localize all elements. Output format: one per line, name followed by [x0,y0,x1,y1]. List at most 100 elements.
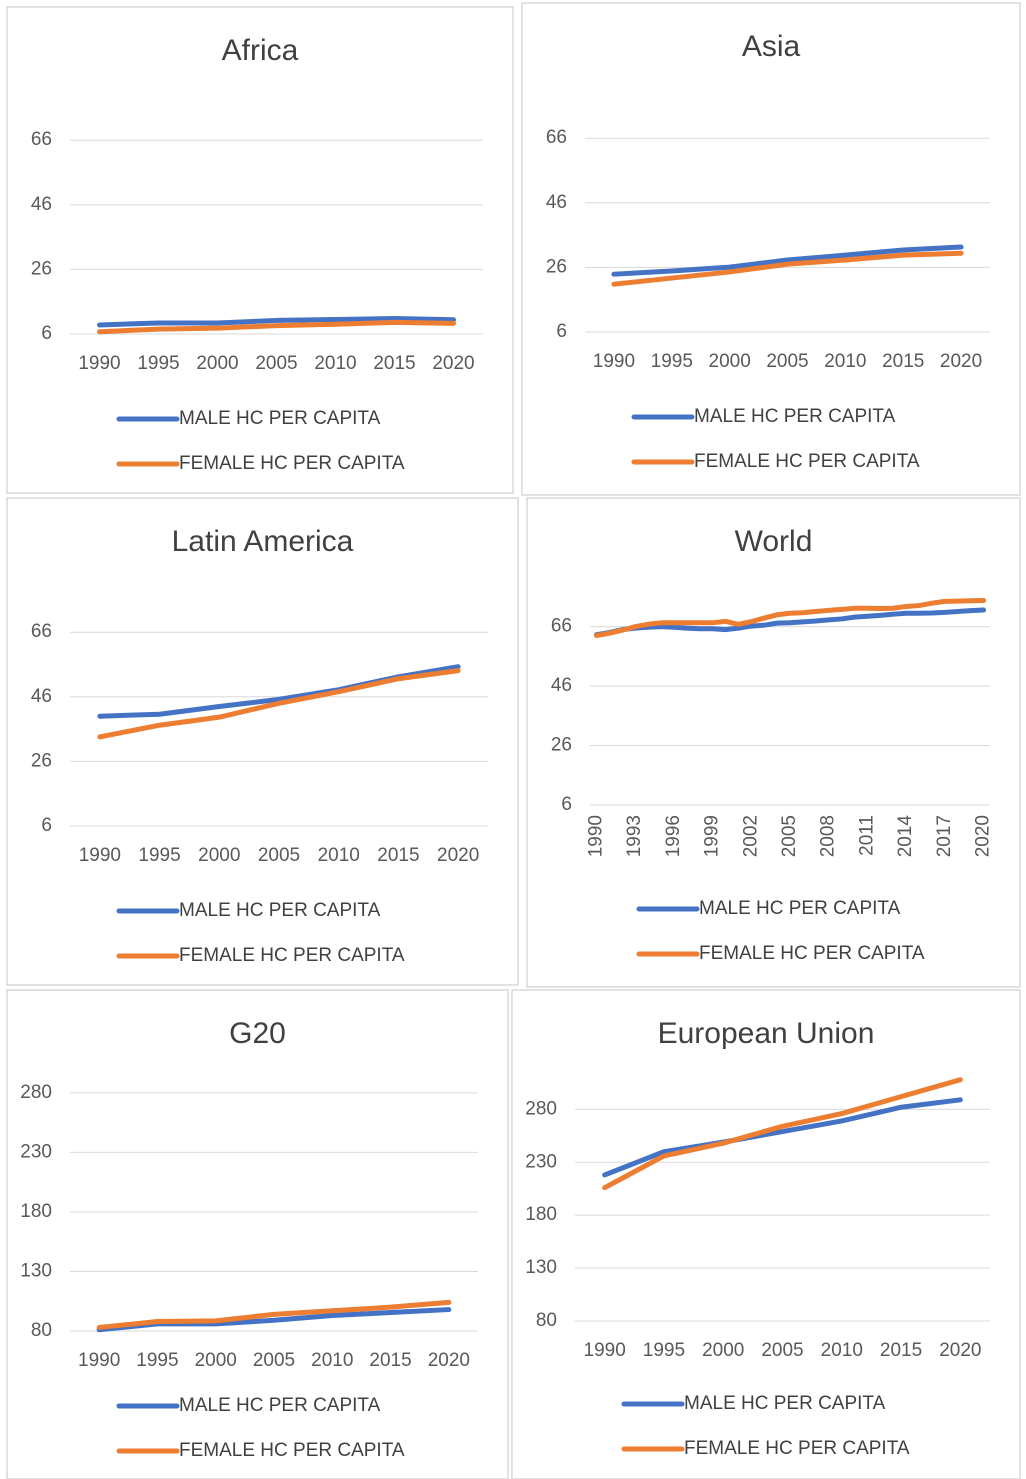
panel-border [511,989,1021,1479]
legend-label: MALE HC PER CAPITA [694,406,896,427]
y-tick-label: 26 [551,735,572,756]
x-tick-label: 2005 [253,1350,295,1371]
y-tick-label: 280 [20,1082,52,1103]
x-tick-label: 2010 [824,351,866,372]
y-tick-label: 26 [546,256,567,277]
x-tick-label: 2008 [818,815,839,857]
panel-border [6,989,509,1479]
legend-label: FEMALE HC PER CAPITA [179,453,405,474]
x-tick-label: 1995 [137,353,179,374]
x-tick-label: 1990 [585,815,606,857]
series-line [611,244,964,277]
x-tick-label: 2017 [934,815,955,857]
x-tick-label: 2020 [939,1340,981,1361]
x-tick-label: 1990 [78,353,120,374]
chart-title: Asia [742,30,801,63]
x-tick-label: 1990 [593,351,635,372]
series-line [602,1077,963,1191]
x-tick-label: 2005 [255,353,297,374]
y-tick-label: 46 [31,686,52,707]
y-tick-label: 46 [546,192,567,213]
series-line [97,664,461,719]
panel-border [6,497,519,986]
x-tick-label: 2000 [709,351,751,372]
x-tick-label: 1993 [624,815,645,857]
legend-label: MALE HC PER CAPITA [684,1393,886,1414]
x-tick-label: 1995 [136,1350,178,1371]
legend-label: FEMALE HC PER CAPITA [179,1440,405,1461]
x-tick-label: 1995 [138,845,180,866]
y-tick-label: 66 [551,616,572,637]
y-tick-label: 6 [41,815,52,836]
chart-title: Latin America [172,525,354,558]
x-tick-label: 2020 [940,351,982,372]
x-tick-label: 2015 [882,351,924,372]
chart-title: European Union [658,1017,875,1050]
x-tick-label: 2000 [196,353,238,374]
legend-label: FEMALE HC PER CAPITA [699,943,925,964]
series-line [97,668,461,740]
legend-label: FEMALE HC PER CAPITA [179,945,405,966]
x-tick-label: 2020 [432,353,474,374]
y-tick-label: 130 [20,1260,52,1281]
chart-title: World [735,525,813,558]
x-tick-label: 2010 [318,845,360,866]
y-tick-label: 130 [525,1257,557,1278]
x-tick-label: 1995 [643,1340,685,1361]
x-tick-label: 2005 [761,1340,803,1361]
x-tick-label: 2005 [766,351,808,372]
y-tick-label: 46 [31,194,52,215]
y-tick-label: 230 [525,1151,557,1172]
y-tick-label: 46 [551,675,572,696]
y-tick-label: 180 [525,1204,557,1225]
legend-label: FEMALE HC PER CAPITA [694,451,920,472]
x-tick-label: 2020 [437,845,479,866]
panel-border [6,6,514,494]
x-tick-label: 1996 [663,815,684,857]
x-tick-label: 2015 [369,1350,411,1371]
y-tick-label: 26 [31,750,52,771]
legend-label: MALE HC PER CAPITA [179,900,381,921]
series-line [602,1097,963,1178]
x-tick-label: 2014 [895,815,916,858]
y-tick-label: 180 [20,1201,52,1222]
x-tick-label: 2020 [973,815,994,857]
x-tick-label: 2002 [740,815,761,857]
legend-label: FEMALE HC PER CAPITA [684,1438,910,1459]
x-tick-label: 2015 [880,1340,922,1361]
series-line [96,1299,452,1330]
x-tick-label: 2015 [373,353,415,374]
x-tick-label: 2010 [314,353,356,374]
chart-title: Africa [222,34,299,67]
series-line [593,598,987,639]
x-tick-label: 2000 [198,845,240,866]
legend-label: MALE HC PER CAPITA [179,408,381,429]
x-tick-label: 1999 [702,815,723,857]
y-tick-label: 66 [31,129,52,150]
legend-label: MALE HC PER CAPITA [179,1395,381,1416]
panel-border [521,2,1021,496]
x-tick-label: 2010 [311,1350,353,1371]
y-tick-label: 66 [546,127,567,148]
y-tick-label: 6 [561,794,572,815]
y-tick-label: 66 [31,621,52,642]
x-tick-label: 2015 [377,845,419,866]
x-tick-label: 2000 [195,1350,237,1371]
x-tick-label: 1990 [78,1350,120,1371]
x-tick-label: 1990 [79,845,121,866]
y-tick-label: 280 [525,1098,557,1119]
series-line [97,315,456,328]
y-tick-label: 26 [31,258,52,279]
x-tick-label: 2010 [821,1340,863,1361]
series-line [593,607,987,638]
x-tick-label: 1995 [651,351,693,372]
y-tick-label: 6 [41,323,52,344]
y-tick-label: 230 [20,1141,52,1162]
panel-border [526,497,1021,988]
series-line [611,250,964,287]
legend-label: MALE HC PER CAPITA [699,898,901,919]
series-line [97,319,456,335]
x-tick-label: 2011 [856,815,877,856]
